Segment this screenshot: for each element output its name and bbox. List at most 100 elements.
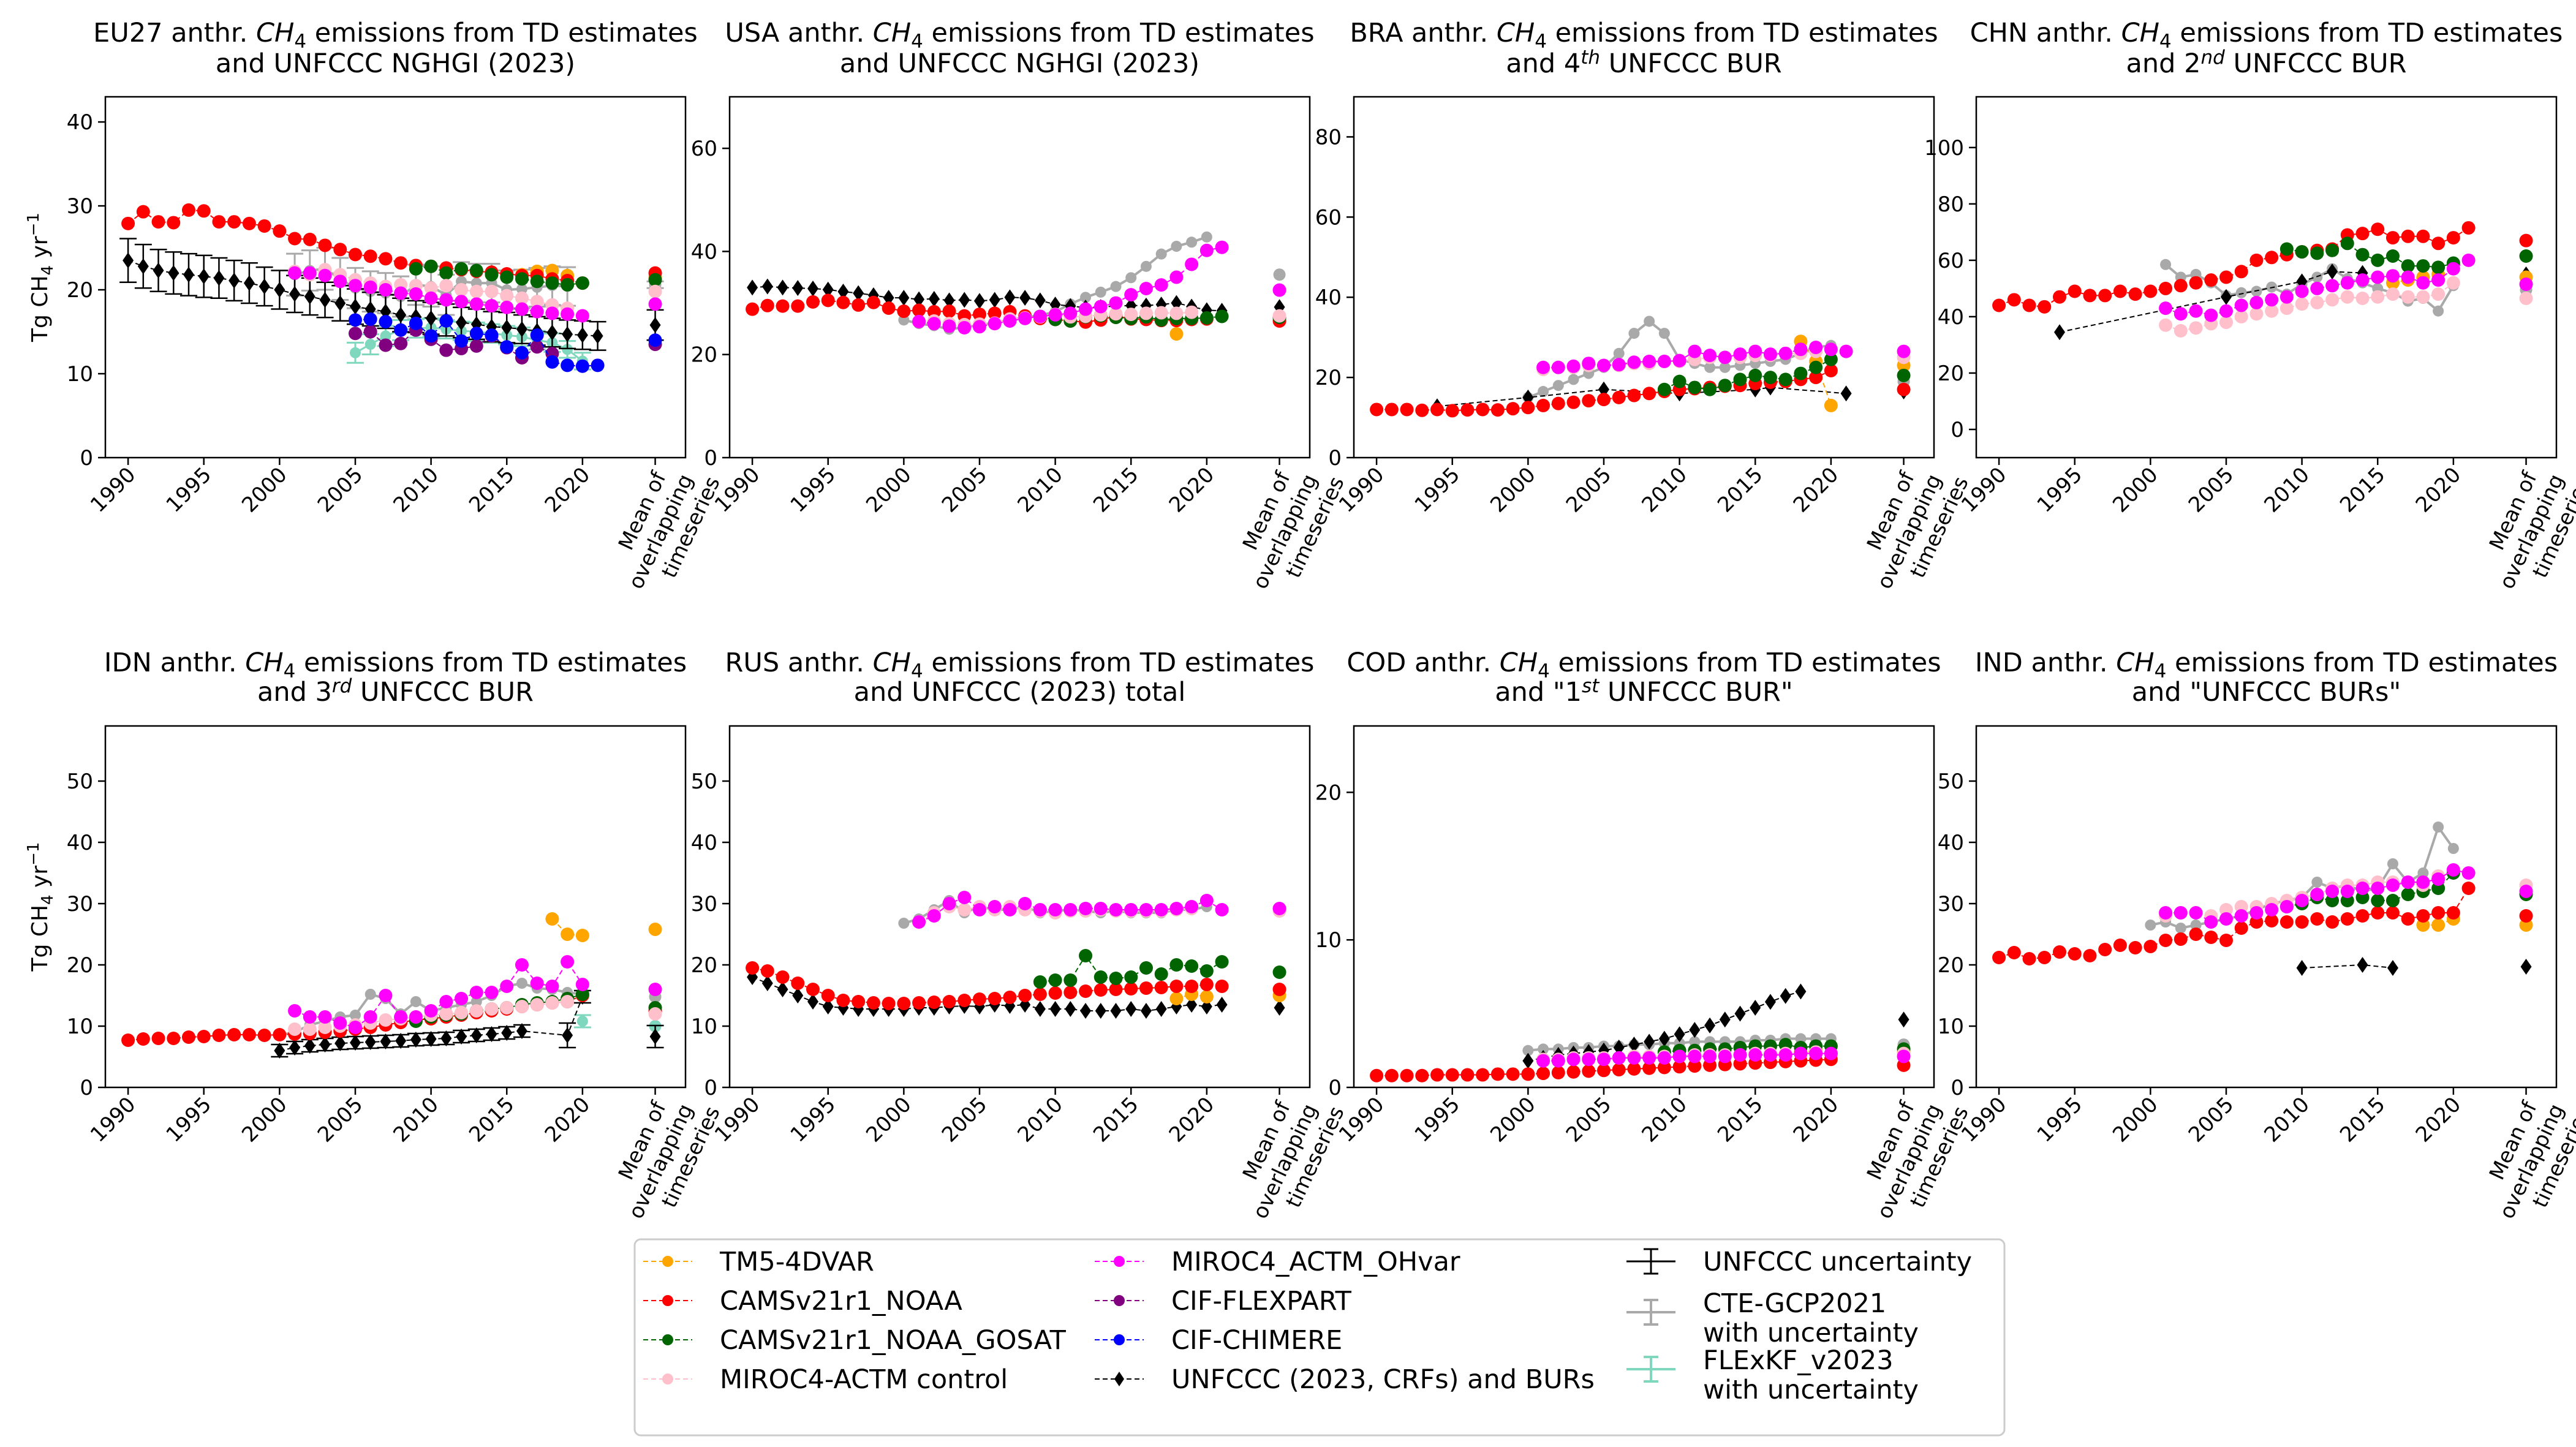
point-unfccc <box>1140 1003 1152 1019</box>
point-miroc_oh <box>942 319 956 333</box>
plot-area <box>746 231 1286 341</box>
point-gosat <box>1154 967 1168 981</box>
point-gosat <box>1794 366 1808 380</box>
point-miroc_oh <box>1093 300 1108 314</box>
point-unfccc <box>1171 295 1182 311</box>
point-cams <box>151 215 165 229</box>
point-miroc_ctrl <box>515 291 529 305</box>
point-gosat <box>545 276 559 290</box>
legend-item-cams: CAMSv21r1_NOAA <box>643 1286 962 1317</box>
point-miroc_oh <box>1582 1052 1596 1067</box>
legend-marker <box>1114 1256 1125 1267</box>
point-unfccc <box>777 981 788 997</box>
point-miroc_oh <box>1672 1049 1686 1064</box>
point-miroc_oh <box>1794 1046 1808 1060</box>
mean-miroc_oh <box>1897 344 1911 358</box>
point-cams <box>927 996 941 1009</box>
point-cams <box>897 304 911 319</box>
chart-title-part: CH <box>2116 648 2154 678</box>
x-tick-label: 2000 <box>2108 1092 2162 1147</box>
point-cams <box>2007 946 2021 959</box>
point-miroc_oh <box>2295 284 2309 298</box>
point-miroc_oh <box>972 320 986 334</box>
point-miroc_oh <box>530 304 544 319</box>
point-tm5 <box>545 912 559 926</box>
point-miroc_ctrl <box>530 998 544 1011</box>
point-cams <box>897 997 911 1010</box>
point-miroc_oh <box>2431 872 2446 886</box>
series-miroc_oh <box>912 240 1286 334</box>
point-miroc_oh <box>1048 308 1062 322</box>
point-unfccc <box>501 1025 513 1041</box>
chart-title-part: IND anthr. <box>1975 648 2116 678</box>
point-miroc_oh <box>2265 293 2279 307</box>
point-cams <box>988 306 1002 320</box>
point-miroc_oh <box>500 980 514 993</box>
point-cams <box>121 1033 135 1047</box>
point-unfccc <box>792 280 804 297</box>
chart-title-part: and "UNFCCC BURs" <box>2132 677 2401 708</box>
point-gosat <box>424 259 438 273</box>
point-gosat <box>2401 888 2415 901</box>
point-miroc_oh <box>1657 1051 1671 1065</box>
point-flexkf <box>576 1016 588 1027</box>
x-tick-label: 2010 <box>2259 1092 2314 1147</box>
point-cte <box>1568 374 1579 385</box>
point-miroc_ctrl <box>2234 309 2248 323</box>
point-cams <box>2128 941 2142 954</box>
point-flexpart <box>348 327 362 341</box>
point-miroc_oh <box>1079 902 1093 915</box>
mean-unfccc <box>1274 1000 1285 1016</box>
point-unfccc <box>364 1034 376 1050</box>
point-miroc_ctrl <box>2446 276 2460 290</box>
chart-title-part: and UNFCCC (2023) total <box>854 677 1186 708</box>
point-miroc_oh <box>1185 900 1199 913</box>
point-gosat <box>455 262 469 276</box>
point-cams <box>821 293 835 308</box>
point-cams <box>348 247 362 262</box>
point-gosat <box>2371 253 2385 267</box>
point-cams <box>2371 222 2385 236</box>
point-miroc_oh <box>927 317 941 331</box>
point-cams <box>1476 402 1490 417</box>
point-unfccc <box>792 988 804 1003</box>
point-cams <box>257 1029 271 1042</box>
point-cams <box>1627 388 1641 402</box>
mean-tm5 <box>648 923 662 936</box>
point-unfccc <box>1613 1039 1625 1056</box>
x-tick-label: 2000 <box>1486 463 1540 517</box>
y-tick-label: 40 <box>691 240 717 264</box>
series-miroc_oh <box>912 891 1286 929</box>
point-cams <box>1124 982 1138 996</box>
chart-title-part: and UNFCCC NGHGI (2023) <box>216 48 575 79</box>
point-unfccc <box>168 265 179 281</box>
x-tick-label: 1995 <box>162 463 216 517</box>
point-cams <box>2219 934 2233 947</box>
point-tm5 <box>1169 992 1184 1005</box>
legend-label: with uncertainty <box>1703 1318 1919 1348</box>
point-unfccc <box>1004 289 1016 306</box>
legend-marker <box>662 1373 673 1385</box>
point-cte <box>1140 260 1152 272</box>
point-miroc_ctrl <box>2310 295 2324 309</box>
x-tick-label: 2010 <box>1013 1092 1067 1147</box>
subplot-8: IND anthr. CH4 emissions from TD estimat… <box>1938 648 2576 1223</box>
plot-area <box>1992 221 2533 341</box>
point-miroc_oh <box>469 297 483 311</box>
point-miroc_oh <box>2174 906 2188 920</box>
point-cams <box>167 1032 181 1045</box>
point-unfccc <box>1155 1001 1167 1017</box>
point-cams <box>121 216 135 230</box>
point-miroc_oh <box>455 295 469 309</box>
point-unfccc <box>425 310 437 327</box>
chart-title-part: 4 <box>1538 660 1550 682</box>
point-cams <box>1415 1068 1429 1082</box>
chart-title: and 2nd UNFCCC BUR <box>2126 47 2407 79</box>
x-tick-label: 2020 <box>2411 1092 2466 1147</box>
point-unfccc <box>456 314 467 331</box>
point-miroc_oh <box>348 279 362 293</box>
series-unfccc <box>271 989 664 1059</box>
mean-gosat <box>1272 965 1286 979</box>
point-cams <box>197 204 211 218</box>
